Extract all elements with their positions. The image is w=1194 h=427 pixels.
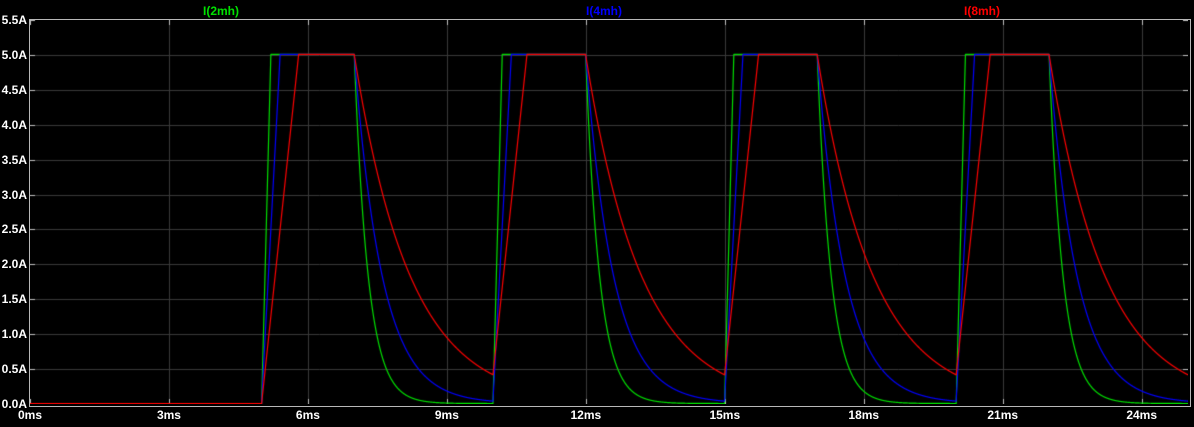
y-tick-label: 2.5A — [1, 222, 27, 237]
x-tick-label: 12ms — [570, 408, 602, 422]
x-tick-label: 24ms — [1126, 408, 1158, 422]
trace-label-4mh[interactable]: I(4mh) — [586, 4, 622, 18]
y-tick-label: 3.0A — [1, 187, 27, 202]
y-tick-label: 0.0A — [1, 397, 27, 411]
y-tick-label: 1.0A — [1, 327, 27, 342]
y-tick-label: 4.0A — [1, 117, 27, 132]
trace-label-8mh[interactable]: I(8mh) — [964, 4, 1000, 18]
x-tick-label: 18ms — [848, 408, 880, 422]
y-tick-label: 3.5A — [1, 152, 27, 167]
x-tick-label: 3ms — [156, 408, 181, 422]
y-tick-label: 5.0A — [1, 47, 27, 62]
x-tick-label: 15ms — [709, 408, 741, 422]
y-tick-label: 1.5A — [1, 292, 27, 307]
y-tick-label: 5.5A — [1, 13, 27, 27]
x-tick-label: 6ms — [295, 408, 320, 422]
x-tick-label: 0ms — [17, 408, 43, 422]
plot-canvas[interactable] — [30, 20, 1188, 404]
y-tick-label: 4.5A — [1, 82, 27, 97]
plot-frame — [29, 19, 1191, 407]
x-tick-label: 9ms — [434, 408, 459, 422]
y-tick-label: 2.0A — [1, 257, 27, 272]
trace-label-2mh[interactable]: I(2mh) — [203, 4, 239, 18]
x-tick-label: 21ms — [987, 408, 1019, 422]
y-tick-label: 0.5A — [1, 362, 27, 377]
